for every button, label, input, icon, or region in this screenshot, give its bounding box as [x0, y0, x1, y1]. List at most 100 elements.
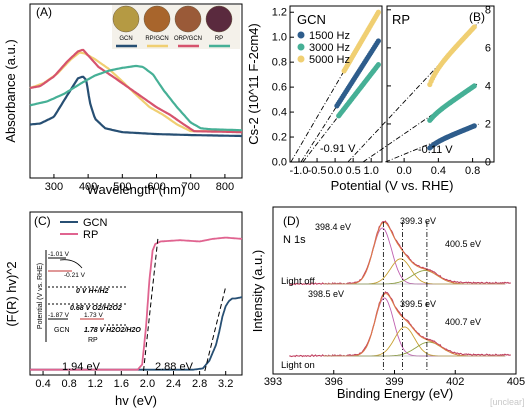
gcn-xtick-label: 0.5 — [345, 165, 360, 177]
sample-dish — [112, 5, 140, 33]
rp-flatband-annotation: -0.11 V — [418, 144, 453, 156]
rp-point-3000-hz — [471, 83, 477, 89]
inset-value-gcn-vb: -1.87 V — [48, 312, 70, 319]
panel-d-xtick-label: 396 — [325, 376, 343, 388]
panel-d-xtick-label: 399 — [385, 376, 403, 388]
inset-value-rp-cb: -0.21 V — [64, 272, 86, 279]
panel-a-xtick-label: 300 — [45, 181, 63, 193]
tauc-lines — [30, 236, 243, 372]
legend-marker-1500-hz — [297, 31, 305, 39]
panel-c-xtick-label: 1.6 — [114, 378, 129, 390]
panel-d-xtick-label: 405 — [507, 376, 525, 388]
absorbance-line-gcn — [29, 75, 242, 138]
panel-a-xtick-label: 500 — [113, 181, 131, 193]
peak-off-3: 400.5 eV — [445, 239, 481, 249]
sample-dish — [205, 5, 233, 33]
panel-c-xtick-label: 1.2 — [88, 378, 103, 390]
rp-ytick-label: 8 — [485, 4, 491, 16]
inset-value-rp-vb: 1.73 V — [84, 312, 103, 319]
legend-label-rp: RP — [83, 229, 98, 241]
absorbance-line-rp — [29, 64, 242, 132]
gcn-ytick-label: 0.4 — [272, 107, 287, 119]
panel-a-xlabel: Wavelength (nm) — [87, 182, 186, 197]
light-off-component-2 — [323, 258, 505, 285]
watermark: [unclear] — [490, 397, 525, 407]
peak-off-1: 398.4 eV — [315, 222, 351, 232]
panel-c-xtick-label: 2.0 — [140, 378, 155, 390]
panel-a-ylabel: Absorbance (a.u.) — [3, 39, 18, 142]
condition-light-on: Light on — [281, 360, 315, 371]
panel-c-xtick-label: 0.8 — [61, 378, 76, 390]
sample-photo: GCN RP/GCN ORP/GCN RP — [112, 5, 240, 49]
panel-b: GCN RP (B) -1.0 -0.5 0.0 0.5 1.00.00.20.40.6… — [246, 4, 495, 193]
inset-value-h2o: 1.78 V H2O2/H2O — [84, 327, 141, 334]
legend-label-3000-hz: 3000 Hz — [309, 42, 350, 54]
panel-d-xtick-label: 393 — [264, 376, 282, 388]
gcn-point-3000-hz — [375, 62, 381, 68]
inset-arrow — [59, 259, 83, 269]
inset-value-h2: 0 V H+/H2 — [76, 288, 109, 295]
band-position-inset: Potential (V vs. RHE) -1.01 V -0.21 V 0 V H… — [37, 250, 141, 344]
gcn-ytick-label: 1.0 — [272, 32, 287, 44]
panel-c-xlabel: hv (eV) — [115, 393, 157, 408]
panel-b-ylabel: Cs-2 (10^11 F-2cm4) — [246, 23, 261, 144]
panel-c-xticks: 0.4 0.8 1.2 1.6 2.0 2.4 2.8 3.2 — [35, 371, 233, 390]
panel-d-xtick-label: 402 — [446, 376, 464, 388]
panel-b-label: (B) — [469, 10, 485, 24]
mott-schottky-rp: 0.0 0.4 0.8 0 2 4 6 8 — [347, 4, 491, 177]
gcn-flatband-annotation: -0.91 V — [320, 143, 356, 155]
photo-caption-gcn: GCN — [119, 36, 132, 42]
rp-fit-line — [362, 82, 479, 163]
rp-bandgap: 1.94 eV — [62, 361, 101, 373]
light-on-component-2 — [323, 326, 505, 357]
panel-d: (D) N 1s 393 396 399 402 405 Light off Light… — [250, 206, 525, 401]
absorbance-lines — [29, 48, 243, 138]
gcn-ytick-label: 0.6 — [272, 82, 287, 94]
panel-d-title: N 1s — [283, 234, 306, 246]
panel-b-gcn-frame — [289, 5, 383, 163]
panel-d-xticks: 393 396 399 402 405 — [264, 370, 525, 388]
rp-xtick-label: 0.8 — [465, 165, 480, 177]
panel-a-xtick-label: 800 — [216, 181, 234, 193]
peak-off-2: 399.3 eV — [400, 216, 436, 226]
gcn-point-1500-hz — [375, 38, 381, 44]
rp-ytick-label: 4 — [485, 80, 491, 92]
panel-a: (A) GCN RP/GCN ORP/GCN RP 300 400 500 600 700 80… — [3, 3, 243, 197]
panel-b-xlabel: Potential (V vs. RHE) — [331, 178, 454, 193]
panel-c-ylabel: (F(R) hv)^2 — [4, 261, 19, 326]
rp-ytick-label: 2 — [485, 118, 491, 130]
light-off-component-1 — [323, 227, 505, 285]
photo-caption-rp-gcn: RP/GCN — [145, 36, 168, 42]
gcn-ytick-label: 0.2 — [272, 132, 287, 144]
sample-dish — [174, 5, 202, 33]
rp-xtick-label: 0.0 — [396, 165, 411, 177]
peak-on-1: 398.5 eV — [308, 289, 344, 299]
gcn-point-5000-hz — [375, 9, 381, 15]
absorbance-line-orp-gcn — [29, 48, 243, 134]
condition-light-off: Light off — [281, 276, 315, 287]
gcn-ytick-label: 1.2 — [272, 7, 287, 19]
peak-on-3: 400.7 eV — [445, 317, 481, 327]
panel-d-xlabel: Binding Energy (eV) — [337, 386, 453, 401]
rp-point-5000-hz — [471, 24, 477, 30]
panel-c-xtick-label: 0.4 — [35, 378, 50, 390]
legend-label-gcn: GCN — [83, 217, 108, 229]
inset-ylabel: Potential (V vs. RHE) — [37, 263, 44, 329]
legend-marker-5000-hz — [297, 55, 305, 63]
legend-label-1500-hz: 1500 Hz — [309, 30, 350, 42]
inset-label-rp: RP — [88, 337, 98, 344]
panel-d-label: (D) — [283, 214, 300, 228]
panel-a-frame — [29, 3, 243, 179]
gcn-tangent — [204, 286, 227, 372]
panel-c-frame — [29, 211, 243, 376]
panel-b-gcn-title: GCN — [297, 12, 326, 27]
panel-c-xtick-label: 2.4 — [166, 378, 181, 390]
rp-ytick-label: 0 — [485, 157, 491, 169]
gcn-xtick-label: -1.0 — [290, 165, 309, 177]
gcn-xtick-label: 0.0 — [327, 165, 342, 177]
rp-ytick-label: 6 — [485, 42, 491, 54]
panel-b-rp-frame — [386, 5, 495, 163]
